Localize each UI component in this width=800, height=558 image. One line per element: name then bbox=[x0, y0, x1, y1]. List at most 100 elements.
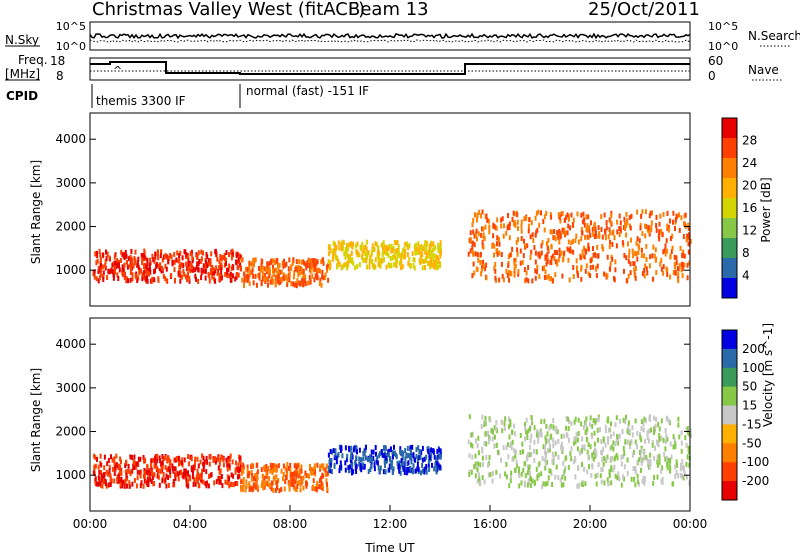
scatter-cell bbox=[564, 230, 567, 236]
scatter-cell bbox=[495, 442, 498, 448]
scatter-cell bbox=[552, 418, 555, 424]
scatter-cell bbox=[431, 251, 434, 257]
scatter-cell bbox=[603, 455, 606, 461]
scatter-cell bbox=[492, 222, 495, 228]
nsky-frame bbox=[89, 21, 691, 51]
scatter-cell bbox=[529, 483, 532, 488]
scatter-cell bbox=[552, 437, 555, 443]
scatter-cell bbox=[645, 243, 648, 249]
scatter-cell bbox=[271, 280, 274, 286]
scatter-cell bbox=[594, 473, 597, 479]
scatter-cell bbox=[274, 487, 277, 493]
scatter-cell bbox=[420, 470, 422, 476]
scatter-cell bbox=[149, 257, 152, 263]
scatter-cell bbox=[286, 282, 289, 288]
scatter-cell bbox=[530, 415, 533, 420]
scatter-cell bbox=[202, 250, 204, 256]
scatter-cell bbox=[640, 448, 643, 454]
scatter-cell bbox=[626, 457, 629, 463]
x-tick-label: 20:00 bbox=[573, 517, 608, 531]
scatter-cell bbox=[575, 432, 578, 437]
scatter-cell bbox=[481, 226, 483, 232]
scatter-cell bbox=[319, 277, 322, 283]
scatter-cell bbox=[93, 453, 96, 459]
scatter-cell bbox=[173, 267, 176, 273]
y-tick-label: 3000 bbox=[55, 176, 86, 190]
scatter-cell bbox=[410, 459, 413, 465]
scatter-cell bbox=[268, 483, 271, 488]
scatter-cell bbox=[255, 282, 258, 288]
scatter-cell bbox=[587, 214, 590, 220]
scatter-cell bbox=[202, 479, 205, 485]
scatter-cell bbox=[183, 468, 186, 474]
scatter-cell bbox=[380, 242, 383, 248]
scatter-cell bbox=[643, 455, 646, 461]
scatter-cell bbox=[688, 431, 691, 437]
scatter-cell bbox=[338, 262, 341, 267]
scatter-cell bbox=[655, 270, 658, 275]
scatter-cell bbox=[525, 277, 528, 283]
nave-tick-bottom: 0 bbox=[708, 69, 716, 83]
scatter-cell bbox=[538, 274, 541, 280]
scatter-cell bbox=[685, 442, 688, 448]
scatter-cell bbox=[660, 228, 663, 234]
scatter-cell bbox=[618, 226, 621, 232]
colorbar-tick-label: -200 bbox=[742, 474, 769, 488]
scatter-cell bbox=[146, 470, 149, 476]
scatter-cell bbox=[520, 480, 523, 486]
scatter-cell bbox=[419, 455, 422, 460]
scatter-cell bbox=[295, 468, 298, 474]
scatter-cell bbox=[543, 227, 546, 233]
scatter-cell bbox=[569, 246, 572, 252]
scatter-cell bbox=[181, 457, 184, 463]
scatter-cell bbox=[378, 258, 381, 264]
scatter-cell bbox=[395, 263, 398, 269]
scatter-cell bbox=[600, 479, 603, 485]
scatter-cell bbox=[194, 273, 197, 279]
scatter-cell bbox=[416, 461, 419, 467]
scatter-cell bbox=[565, 425, 568, 431]
scatter-cell bbox=[516, 247, 519, 253]
scatter-cell bbox=[327, 452, 330, 458]
scatter-cell bbox=[328, 459, 331, 465]
scatter-cell bbox=[628, 429, 631, 435]
scatter-cell bbox=[398, 466, 401, 471]
scatter-cell bbox=[301, 478, 304, 484]
scatter-cell bbox=[300, 476, 303, 482]
scatter-cell bbox=[115, 453, 118, 459]
scatter-cell bbox=[152, 457, 155, 463]
scatter-cell bbox=[608, 470, 611, 476]
scatter-cell bbox=[209, 258, 212, 264]
scatter-cell bbox=[509, 478, 512, 484]
scatter-cell bbox=[608, 227, 611, 233]
scatter-cell bbox=[577, 239, 580, 245]
scatter-cell bbox=[165, 483, 168, 489]
scatter-cell bbox=[666, 211, 669, 216]
scatter-cell bbox=[545, 423, 548, 429]
scatter-cell bbox=[364, 251, 367, 257]
scatter-cell bbox=[178, 253, 181, 258]
scatter-cell bbox=[437, 248, 440, 253]
scatter-cell bbox=[411, 444, 414, 450]
scatter-cell bbox=[96, 258, 99, 264]
scatter-cell bbox=[470, 432, 473, 438]
scatter-cell bbox=[206, 480, 208, 486]
scatter-cell bbox=[109, 482, 112, 487]
scatter-cell bbox=[196, 254, 198, 260]
scatter-cell bbox=[545, 274, 548, 280]
scatter-cell bbox=[240, 257, 243, 263]
scatter-cell bbox=[218, 265, 221, 270]
scatter-cell bbox=[174, 466, 177, 472]
scatter-cell bbox=[187, 271, 189, 277]
scatter-cell bbox=[529, 234, 532, 240]
scatter-cell bbox=[576, 265, 578, 271]
scatter-cell bbox=[311, 273, 314, 279]
scatter-cell bbox=[541, 240, 544, 246]
scatter-cell bbox=[242, 482, 245, 487]
scatter-cell bbox=[624, 439, 627, 445]
scatter-cell bbox=[577, 466, 580, 471]
scatter-cell bbox=[182, 263, 185, 268]
scatter-cell bbox=[337, 240, 340, 246]
scatter-cell bbox=[515, 239, 518, 245]
